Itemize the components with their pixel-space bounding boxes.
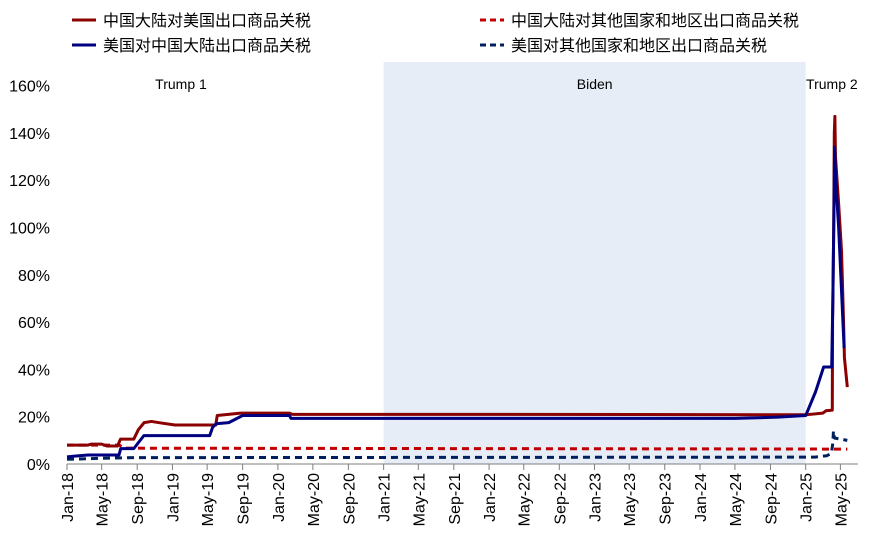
x-tick-label: May-22 (517, 473, 534, 526)
x-tick-label: Sep-19 (236, 473, 253, 525)
x-tick-label: Jan-25 (799, 473, 816, 522)
x-tick-label: May-24 (728, 473, 745, 526)
x-tick-label: Jan-21 (377, 473, 394, 522)
y-tick-label: 20% (18, 410, 50, 427)
y-tick-label: 100% (9, 221, 50, 238)
x-tick-label: May-21 (411, 473, 428, 526)
y-tick-label: 0% (27, 457, 50, 474)
period-label: Trump 2 (806, 76, 858, 92)
legend-label: 美国对其他国家和地区出口商品关税 (511, 36, 767, 55)
x-tick-label: Sep-18 (130, 473, 147, 525)
legend-item: 中国大陆对其他国家和地区出口商品关税 (480, 11, 799, 30)
series-line-3 (66, 429, 848, 461)
period-shading-layer (383, 62, 806, 464)
legend-item: 中国大陆对美国出口商品关税 (72, 11, 311, 30)
x-tick-label: Sep-21 (447, 473, 464, 525)
x-tick-label: Jan-22 (482, 473, 499, 522)
y-tick-label: 120% (9, 173, 50, 190)
period-label-layer: Trump 1 Biden Trump 2 (155, 76, 858, 92)
legend-label: 美国对中国大陆出口商品关税 (103, 36, 311, 55)
x-tick-label: Sep-22 (552, 473, 569, 525)
x-tick-label: Jan-18 (60, 473, 77, 522)
series-line-0 (67, 114, 849, 448)
y-tick-label: 60% (18, 315, 50, 332)
y-tick-label: 160% (9, 79, 50, 96)
y-tick-label: 140% (9, 126, 50, 143)
series-layer (66, 114, 849, 461)
x-tick-label: May-19 (200, 473, 217, 526)
period-label: Trump 1 (155, 76, 207, 92)
x-tick-label: Sep-24 (763, 473, 780, 525)
x-tick-label: Jan-24 (693, 473, 710, 522)
x-tick-label: Sep-20 (341, 473, 358, 525)
x-tick-label: May-20 (306, 473, 323, 526)
x-tick-label: May-18 (95, 473, 112, 526)
legend-item: 美国对其他国家和地区出口商品关税 (480, 36, 767, 55)
y-tick-label: 80% (18, 268, 50, 285)
legend-item: 美国对中国大陆出口商品关税 (72, 36, 311, 55)
legend-label: 中国大陆对美国出口商品关税 (103, 11, 311, 30)
legend-label: 中国大陆对其他国家和地区出口商品关税 (511, 11, 799, 30)
period-label: Biden (577, 76, 613, 92)
x-tick-label: Jan-20 (271, 473, 288, 522)
x-tick-label: Sep-23 (658, 473, 675, 525)
axis-layer: 0% 20% 40% 60% 80% 100% 120% 140% 160% Jan-18 May-… (9, 79, 858, 526)
legend: 中国大陆对美国出口商品关税 中国大陆对其他国家和地区出口商品关税美国对中国大陆出口… (72, 11, 799, 55)
x-tick-label: Jan-19 (165, 473, 182, 522)
x-tick-label: Jan-23 (588, 473, 605, 522)
period-shade-1 (383, 62, 806, 464)
y-tick-label: 40% (18, 362, 50, 379)
series-line-2 (66, 145, 846, 459)
x-tick-label: May-25 (833, 473, 850, 526)
x-tick-label: May-23 (622, 473, 639, 526)
